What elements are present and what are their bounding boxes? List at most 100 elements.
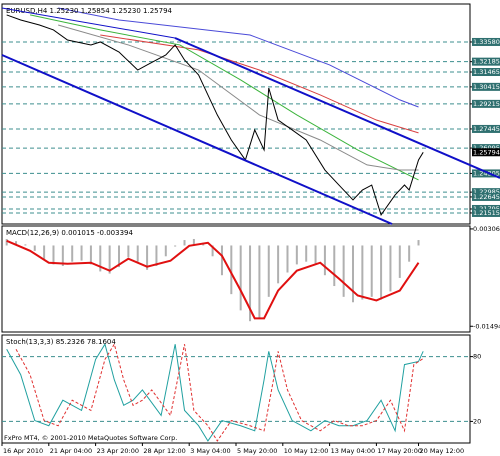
histogram-bar — [220, 245, 223, 276]
panel: 1.33580 1.32185 1.31465 1.30415 1.29215 1.274… — [1, 3, 500, 225]
x-tick-label: 10 May 12:00 — [284, 447, 329, 455]
histogram-bar — [192, 238, 195, 246]
histogram-bar — [99, 245, 102, 272]
channel-lines — [1, 7, 500, 225]
histogram-bar — [61, 245, 64, 267]
channel-line — [1, 54, 393, 225]
y-tick-label: 80 — [473, 353, 481, 361]
series-line — [58, 7, 419, 108]
panel-title: MACD(12,26,9) 0.001015 -0.003394 — [6, 229, 133, 237]
channel-line — [1, 7, 176, 39]
histogram-bar — [258, 245, 261, 319]
price-label-box — [472, 67, 500, 76]
histogram-bar — [352, 245, 354, 303]
histogram-bar — [408, 245, 411, 262]
last-price-box — [472, 148, 500, 157]
histogram-bar — [295, 245, 298, 265]
histogram-bar — [33, 245, 36, 251]
y-tick-label: 1.26095 — [473, 144, 500, 152]
panel-title: EURUSD,H4 1.25230 1.25854 1.25230 1.2579… — [6, 7, 173, 15]
series-line — [29, 14, 419, 181]
y-tick-label: 0.00306 — [473, 225, 500, 233]
histogram-bar — [174, 245, 177, 247]
histogram-bar — [314, 245, 317, 265]
x-tick-label: 21 Apr 04:00 — [50, 447, 92, 455]
histogram-bar — [127, 245, 130, 258]
histogram-bar — [80, 245, 83, 261]
histogram-bar — [286, 245, 289, 273]
histogram-bar — [370, 245, 373, 297]
y-tick-label: 1.31465 — [473, 68, 500, 76]
series-line — [6, 239, 420, 320]
histogram-bar — [342, 245, 345, 297]
y-tick-label: 1.27445 — [473, 125, 500, 133]
copyright-note: FxPro MT4, © 2001-2010 MetaQuotes Softwa… — [4, 434, 177, 442]
price-label-box — [472, 82, 500, 91]
histogram-bar — [305, 245, 308, 262]
histogram-bar — [267, 245, 270, 297]
x-tick-label: 28 Apr 12:00 — [143, 447, 185, 455]
histogram-bar — [71, 245, 74, 262]
y-tick-label: 1.24305 — [473, 169, 500, 177]
panel-title: Stoch(13,3,3) 85.2326 78.1604 — [6, 338, 116, 346]
price-label-box — [472, 169, 500, 178]
histogram-bar — [230, 245, 233, 295]
histogram-bar — [417, 240, 420, 246]
y-tick-label: 1.33580 — [473, 38, 500, 46]
channel-line — [174, 37, 500, 179]
histogram-bar — [5, 238, 8, 246]
price-label-box — [472, 188, 500, 197]
x-tick-label: 5 May 20:00 — [237, 447, 277, 455]
x-tick-label: 13 May 04:00 — [331, 447, 376, 455]
histogram-bar — [146, 245, 149, 270]
price-label-box — [472, 144, 500, 153]
histogram-bar — [118, 245, 120, 268]
x-tick-label: 20 May 12:00 — [420, 447, 465, 455]
histogram-bar — [24, 244, 27, 246]
price-label-box — [472, 99, 500, 108]
y-tick-label: 1.22645 — [473, 193, 500, 201]
series-line — [6, 342, 424, 442]
histogram-bar — [52, 245, 55, 265]
histogram-bar — [211, 245, 214, 257]
histogram-bar — [239, 245, 242, 311]
y-tick-label: 20 — [473, 417, 481, 425]
y-tick-label: 1.32185 — [473, 58, 500, 66]
histogram-bar — [183, 240, 186, 246]
price-label-box — [472, 57, 500, 66]
panel-frame — [1, 334, 471, 444]
histogram-bar — [249, 245, 252, 322]
last-price-label: 1.25794 — [473, 148, 500, 156]
price-label-box — [472, 37, 500, 46]
y-tick-label: 1.21515 — [473, 209, 500, 217]
panel-frame — [1, 225, 471, 333]
y-tick-label: 1.30415 — [473, 83, 500, 91]
series-line — [58, 24, 419, 171]
histogram-bar — [361, 245, 364, 300]
panel: 0.00306 -0.01494 MACD(12,26,9) 0.001015 -0… — [1, 225, 500, 333]
histogram-bar — [389, 245, 392, 292]
x-tick-label: 17 May 20:00 — [377, 447, 422, 455]
price-label-box — [472, 124, 500, 133]
x-tick-label: 23 Apr 20:00 — [97, 447, 139, 455]
price-label-box — [472, 208, 500, 217]
histogram-bar — [333, 245, 336, 287]
y-tick-label: -0.01494 — [473, 322, 500, 330]
panel-frame — [1, 3, 471, 225]
histogram-bar — [155, 245, 158, 267]
histogram-bar — [323, 245, 326, 276]
histogram-bar — [136, 245, 139, 262]
y-tick-label: 1.29215 — [473, 100, 500, 108]
histogram-bar — [398, 245, 401, 278]
histogram-bar — [89, 245, 92, 265]
histogram-bar — [380, 245, 383, 300]
histogram-bar — [277, 245, 280, 284]
histogram-bar — [15, 241, 18, 246]
series-line — [15, 342, 424, 442]
histogram-bar — [164, 245, 167, 257]
histogram-bar — [108, 245, 111, 274]
panel: 80 20 Stoch(13,3,3) 85.2326 78.1604 FxPro M… — [1, 334, 481, 444]
x-tick-label: 16 Apr 2010 — [3, 447, 43, 455]
